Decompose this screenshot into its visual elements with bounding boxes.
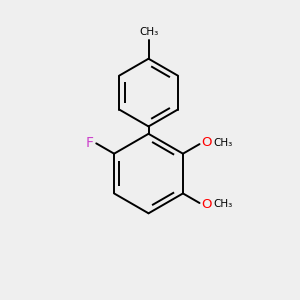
Text: CH₃: CH₃ bbox=[213, 138, 232, 148]
Text: CH₃: CH₃ bbox=[213, 200, 232, 209]
Text: CH₃: CH₃ bbox=[139, 27, 158, 37]
Text: O: O bbox=[201, 136, 211, 149]
Text: F: F bbox=[85, 136, 93, 150]
Text: O: O bbox=[201, 198, 211, 211]
